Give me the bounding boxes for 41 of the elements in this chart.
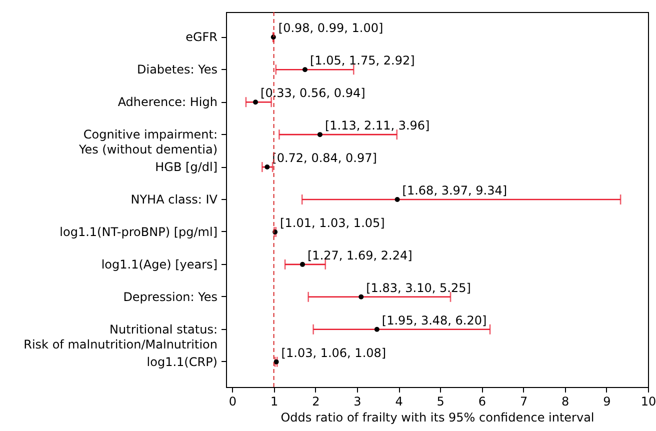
y-tick-label: Depression: Yes (123, 290, 218, 304)
point (302, 67, 308, 72)
data-label: [1.13, 2.11, 3.96] (324, 118, 430, 133)
y-tick-label: log1.1(NT-proBNP) [pg/ml] (60, 224, 218, 239)
data-label: [1.03, 1.06, 1.08] (281, 346, 386, 360)
data-label: [1.83, 3.10, 5.25] (366, 280, 471, 295)
x-tick-label: 8 (562, 394, 570, 408)
x-tick-label: 6 (478, 394, 486, 408)
data-label: [1.27, 1.69, 2.24] (308, 248, 412, 262)
x-tick-label: 5 (436, 394, 444, 408)
x-tick-label: 9 (603, 394, 611, 408)
data-label: [1.95, 3.48, 6.20] (382, 313, 487, 328)
x-tick-label: 4 (395, 394, 403, 408)
x-tick-label: 1 (270, 394, 278, 408)
y-tick-label: Cognitive impairment: Yes (without dementia) (78, 128, 218, 157)
point (394, 197, 400, 202)
point (300, 262, 305, 267)
y-tick-label: HGB [g/dl] (155, 160, 218, 174)
data-label: [0.72, 0.84, 0.97] (272, 151, 377, 166)
point (358, 294, 364, 300)
x-tick-label: 2 (312, 394, 320, 408)
y-tick-label: Adherence: High (118, 95, 218, 110)
y-tick-label: Diabetes: Yes (137, 62, 218, 77)
data-label: [0.33, 0.56, 0.94] (260, 86, 366, 100)
x-tick-label: 7 (520, 394, 528, 408)
data-label: [1.01, 1.03, 1.05] (280, 216, 385, 230)
y-tick-label: log1.1(Age) [years] (101, 257, 218, 272)
x-tick-label: 3 (354, 394, 362, 408)
y-tick-label: NYHA class: IV (130, 192, 218, 206)
point (317, 132, 322, 138)
point (264, 164, 270, 170)
x-tick-label: 0 (228, 394, 237, 408)
y-tick-label: eGFR (186, 30, 218, 44)
data-label: [0.98, 0.99, 1.00] (278, 21, 384, 36)
y-tick-label: log1.1(CRP) (146, 354, 218, 369)
x-axis-title: Odds ratio of frailty with its 95% confidence interval (280, 410, 594, 424)
point (253, 100, 258, 105)
data-label: [1.68, 3.97, 9.34] (402, 184, 508, 198)
point (374, 326, 380, 332)
x-tick-label: 10 (640, 394, 656, 408)
data-label: [1.05, 1.75, 2.92] (310, 54, 415, 68)
